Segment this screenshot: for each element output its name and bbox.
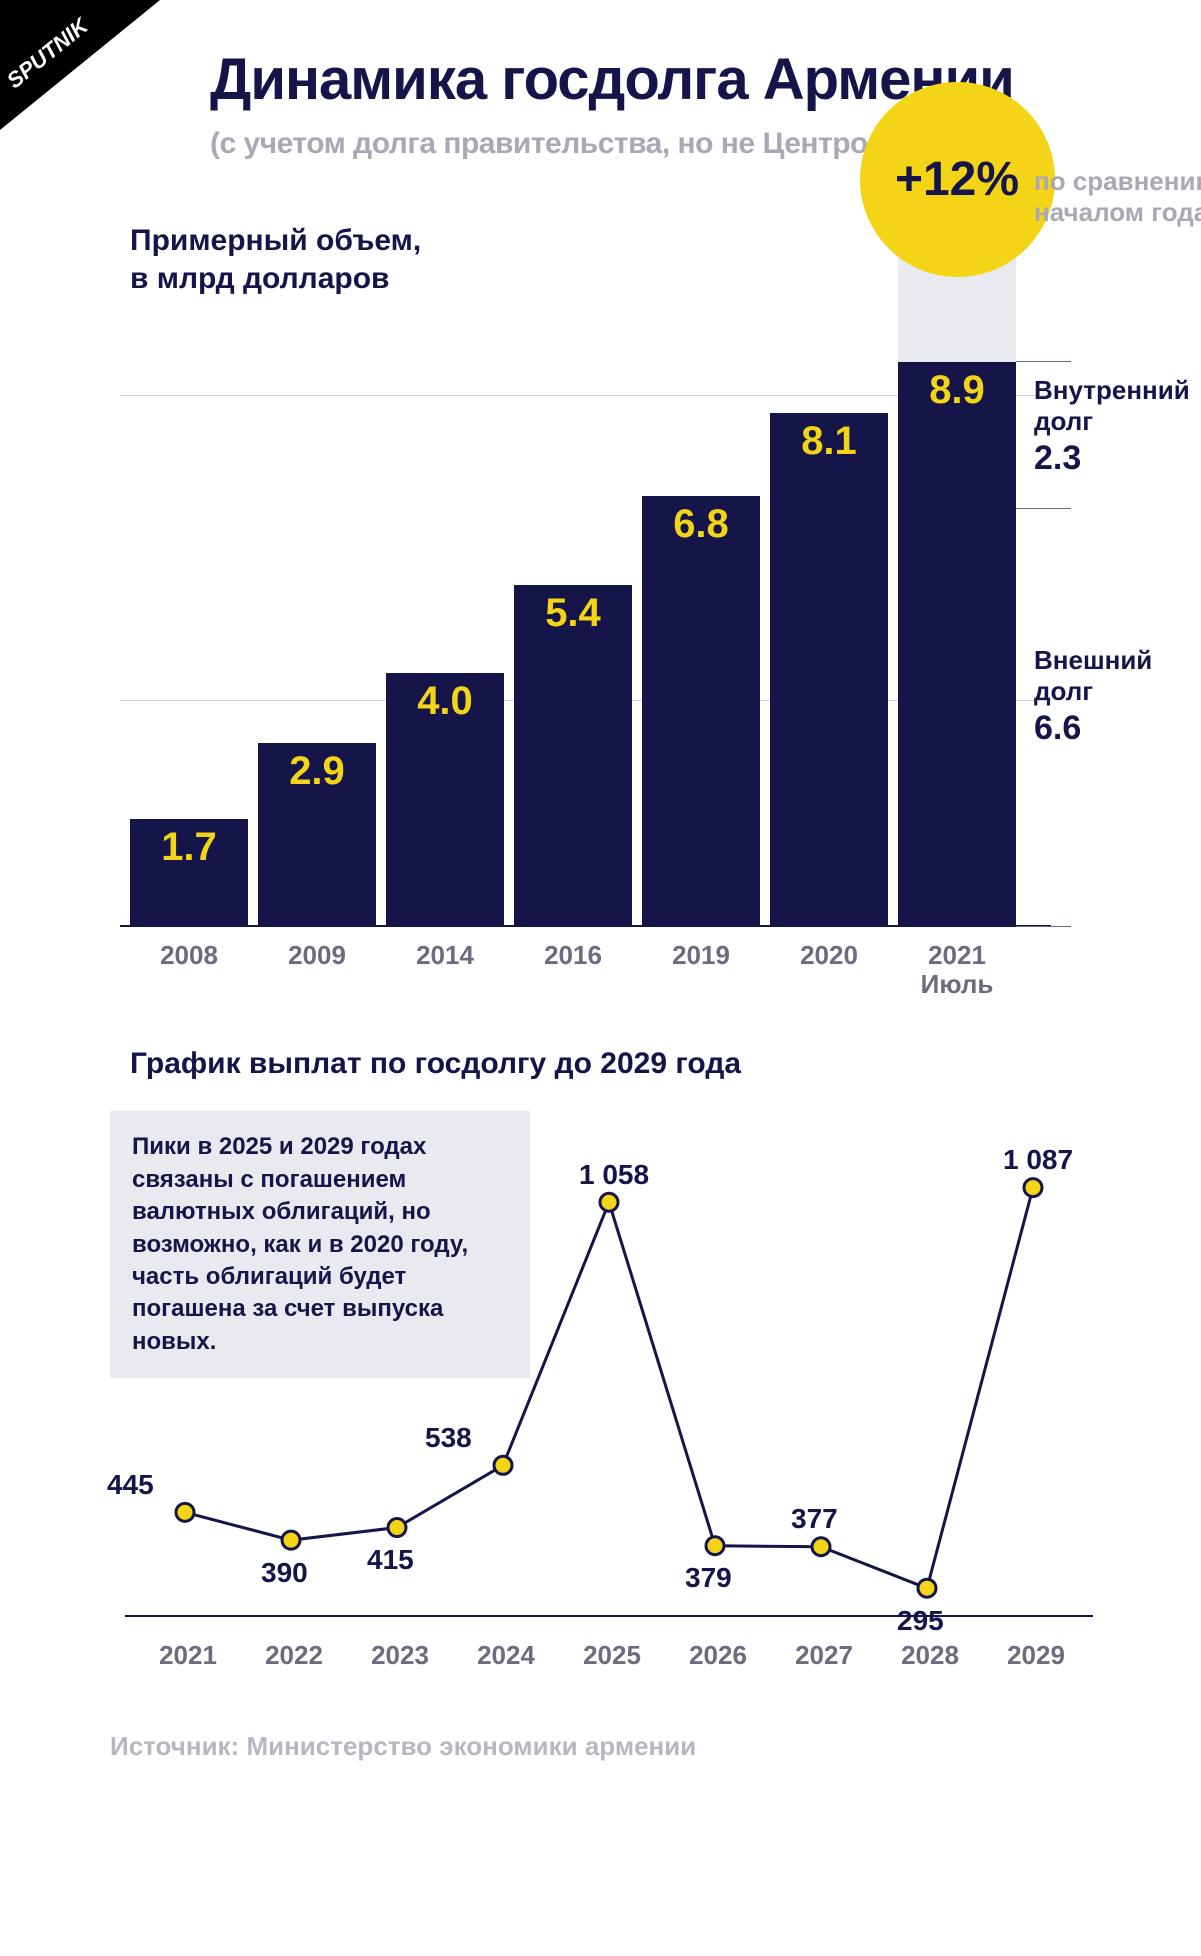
line-chart-title: График выплат по госдолгу до 2029 года [130, 1047, 1201, 1081]
bar: 2.9 [258, 743, 376, 927]
breakdown-guideline [1016, 361, 1071, 362]
percent-badge: +12% [860, 82, 1055, 277]
line-marker [918, 1580, 936, 1598]
breakdown-guideline [1016, 926, 1071, 927]
bar-x-label: 2009 [258, 941, 376, 970]
bars-group: 1.720082.920094.020145.420166.820198.120… [130, 362, 1016, 927]
breakdown-external: Внешний долг6.6 [1034, 645, 1201, 748]
line-x-label: 2022 [241, 1640, 347, 1671]
bar-value-label: 5.4 [514, 591, 632, 636]
bar-value-label: 6.8 [642, 502, 760, 547]
bar: 8.1 [770, 413, 888, 927]
line-marker [812, 1538, 830, 1556]
bar-column: 8.92021Июль [898, 362, 1016, 927]
bar-column: 1.72008 [130, 819, 248, 927]
line-point-label: 1 087 [1003, 1144, 1073, 1176]
line-x-label: 2023 [347, 1640, 453, 1671]
sputnik-logo: SPUTNIK [0, 0, 160, 130]
line-x-label: 2029 [983, 1640, 1089, 1671]
bar-column: 5.42016 [514, 585, 632, 928]
bar-chart: 1.720082.920094.020145.420166.820198.120… [0, 327, 1201, 1007]
line-point-label: 415 [367, 1544, 414, 1576]
line-point-label: 390 [261, 1557, 308, 1589]
line-x-label: 2021 [135, 1640, 241, 1671]
source-footer: Источник: Министерство экономики армении [110, 1731, 1201, 1762]
line-marker [388, 1519, 406, 1537]
bar-value-label: 4.0 [386, 679, 504, 724]
line-marker [494, 1457, 512, 1475]
bar: 5.4 [514, 585, 632, 928]
bar-value-label: 1.7 [130, 825, 248, 870]
bar: 8.9 [898, 362, 1016, 927]
line-x-label: 2028 [877, 1640, 983, 1671]
bar-value-label: 8.9 [898, 368, 1016, 413]
infographic-container: SPUTNIK Динамика госдолга Армении (с уче… [0, 0, 1201, 1762]
line-marker [176, 1504, 194, 1522]
line-point-label: 295 [897, 1605, 944, 1637]
line-x-label: 2027 [771, 1640, 877, 1671]
bar-column: 6.82019 [642, 496, 760, 928]
line-point-label: 379 [685, 1562, 732, 1594]
bar-value-label: 8.1 [770, 419, 888, 464]
percent-badge-caption: по сравнению с началом года [1034, 166, 1201, 228]
bar-x-label: 2008 [130, 941, 248, 970]
line-point-label: 1 058 [579, 1159, 649, 1191]
bar: 6.8 [642, 496, 760, 928]
line-point-label: 538 [425, 1422, 472, 1454]
bar-column: 4.02014 [386, 673, 504, 927]
bar-x-label: 2014 [386, 941, 504, 970]
bar-value-label: 2.9 [258, 749, 376, 794]
line-chart-svg [0, 1111, 1201, 1651]
line-point-label: 377 [791, 1503, 838, 1535]
bar-x-label: 2020 [770, 941, 888, 970]
breakdown-internal: Внутренний долг2.3 [1034, 375, 1201, 478]
bar-x-label: 2016 [514, 941, 632, 970]
line-x-labels: 202120222023202420252026202720282029 [135, 1640, 1089, 1671]
bar-yaxis-label: Примерный объем,в млрд долларов [130, 222, 1201, 297]
line-chart: Пики в 2025 и 2029 годах связаны с погаш… [0, 1111, 1201, 1691]
breakdown-guideline [1016, 508, 1071, 509]
line-point-label: 445 [107, 1469, 154, 1501]
line-x-label: 2024 [453, 1640, 559, 1671]
line-marker [282, 1532, 300, 1550]
bar-column: 8.12020 [770, 413, 888, 927]
line-marker [600, 1194, 618, 1212]
line-marker [706, 1537, 724, 1555]
line-x-label: 2025 [559, 1640, 665, 1671]
bar: 4.0 [386, 673, 504, 927]
line-x-label: 2026 [665, 1640, 771, 1671]
bar-x-label: 2019 [642, 941, 760, 970]
bar-x-label: 2021Июль [898, 941, 1016, 998]
line-series [185, 1188, 1033, 1589]
line-marker [1024, 1179, 1042, 1197]
bar-column: 2.92009 [258, 743, 376, 927]
bar: 1.7 [130, 819, 248, 927]
